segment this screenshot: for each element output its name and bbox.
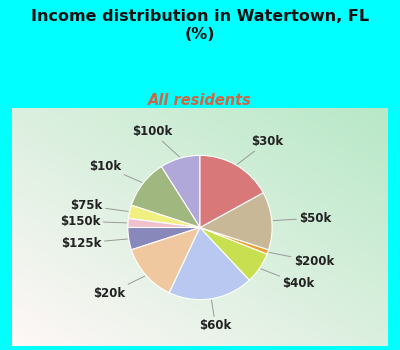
- Wedge shape: [128, 228, 200, 250]
- Wedge shape: [128, 218, 200, 228]
- Wedge shape: [200, 228, 267, 280]
- Text: $20k: $20k: [93, 276, 145, 300]
- Text: All residents: All residents: [148, 93, 252, 108]
- Wedge shape: [200, 193, 272, 250]
- Text: $40k: $40k: [261, 269, 314, 290]
- Wedge shape: [132, 228, 200, 293]
- Wedge shape: [132, 167, 200, 228]
- Text: $75k: $75k: [71, 199, 128, 212]
- Text: Income distribution in Watertown, FL
(%): Income distribution in Watertown, FL (%): [31, 9, 369, 42]
- Text: $50k: $50k: [273, 212, 331, 225]
- Wedge shape: [200, 155, 263, 228]
- Text: $30k: $30k: [238, 135, 283, 164]
- Wedge shape: [128, 205, 200, 228]
- Text: $150k: $150k: [60, 215, 126, 228]
- Text: $200k: $200k: [269, 252, 334, 268]
- Wedge shape: [169, 228, 249, 300]
- Wedge shape: [200, 228, 268, 254]
- Wedge shape: [161, 155, 200, 228]
- Text: $10k: $10k: [89, 160, 142, 182]
- Text: $100k: $100k: [132, 125, 180, 157]
- Text: $60k: $60k: [200, 300, 232, 332]
- Text: $125k: $125k: [61, 237, 127, 250]
